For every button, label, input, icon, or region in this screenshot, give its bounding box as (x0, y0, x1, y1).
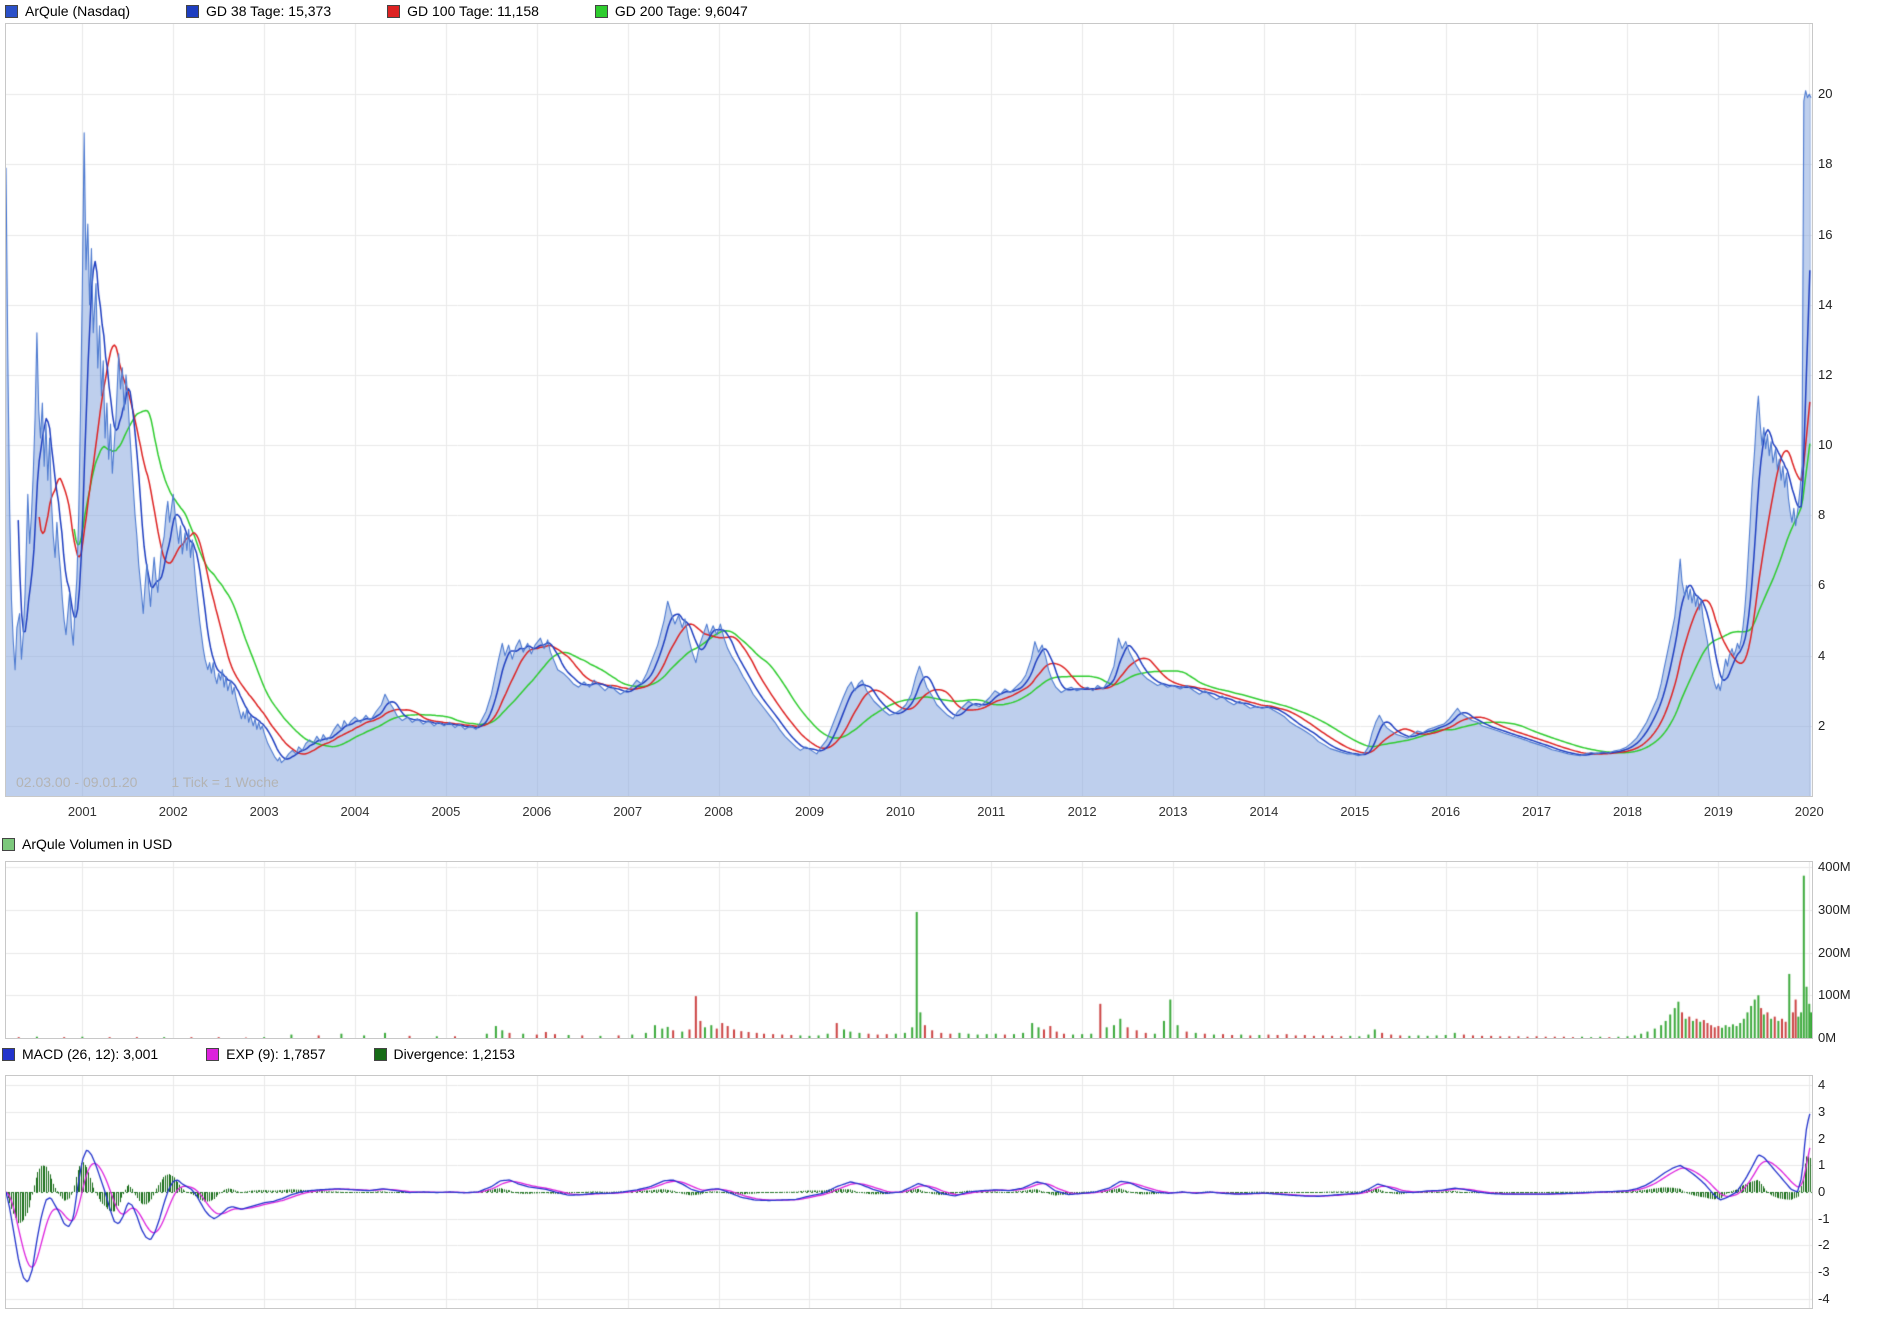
macd-swatch (2, 1047, 15, 1061)
price-axis-tick: 10 (1818, 437, 1833, 453)
gd38-label: GD 38 Tage: 15,373 (206, 3, 332, 19)
gd38-swatch (186, 4, 200, 18)
year-label: 2014 (1249, 804, 1279, 819)
price-chart-canvas[interactable] (5, 23, 1813, 797)
volume-axis-tick: 400M (1818, 859, 1851, 875)
year-label: 2020 (1794, 804, 1824, 819)
year-label: 2004 (340, 804, 370, 819)
volume-legend: ArQule Volumen in USD (2, 836, 172, 852)
date-range-text: 02.03.00 - 09.01.20 (16, 774, 138, 790)
gd200-swatch (594, 4, 608, 18)
macd-axis-tick: 2 (1818, 1130, 1826, 1146)
macd-axis-tick: -1 (1818, 1210, 1830, 1226)
year-label: 2015 (1340, 804, 1370, 819)
price-axis-tick: 4 (1818, 647, 1826, 663)
gd100-swatch (387, 4, 401, 18)
price-axis-tick: 20 (1818, 86, 1833, 102)
divergence-swatch (373, 1047, 387, 1061)
price-axis-tick: 18 (1818, 156, 1833, 172)
year-label: 2013 (1158, 804, 1188, 819)
arqule-series-swatch (5, 4, 18, 18)
legend-item-gd38: GD 38 Tage: 15,373 (186, 3, 331, 19)
macd-axis-tick: -3 (1818, 1264, 1830, 1279)
year-label: 2006 (522, 804, 552, 819)
macd-axis-tick: -4 (1818, 1290, 1830, 1306)
volume-axis-tick: 200M (1818, 944, 1851, 960)
legend-item-gd200: GD 200 Tage: 9,6047 (594, 3, 748, 19)
price-axis-tick: 6 (1818, 577, 1826, 593)
macd-axis-tick: 1 (1818, 1157, 1826, 1173)
exp-swatch (206, 1047, 220, 1061)
year-label: 2001 (67, 804, 97, 819)
price-axis-tick: 12 (1818, 366, 1833, 382)
gd100-label: GD 100 Tage: 11,158 (407, 3, 539, 19)
year-label: 2005 (431, 804, 461, 819)
volume-label: ArQule Volumen in USD (22, 836, 173, 852)
divergence-label: Divergence: 1,2153 (393, 1046, 515, 1062)
year-label: 2011 (977, 804, 1006, 819)
volume-axis-tick: 100M (1818, 987, 1851, 1003)
volume-axis-tick: 300M (1818, 901, 1851, 917)
tick-interval-text: 1 Tick = 1 Woche (171, 774, 279, 790)
year-label: 2008 (704, 804, 734, 819)
legend-item-arqule: ArQule (Nasdaq) (5, 3, 130, 19)
macd-axis-tick: 4 (1818, 1077, 1826, 1093)
year-label: 2007 (613, 804, 643, 819)
macd-axis-tick: 0 (1818, 1184, 1826, 1199)
year-label: 2009 (795, 804, 824, 819)
price-axis-tick: 16 (1818, 226, 1833, 242)
gd200-label: GD 200 Tage: 9,6047 (614, 3, 748, 19)
volume-axis-tick: 0M (1818, 1030, 1837, 1045)
year-label: 2002 (158, 804, 188, 819)
macd-legend: MACD (26, 12): 3,001 EXP (9): 1,7857 Div… (2, 1046, 515, 1062)
price-axis-tick: 14 (1818, 296, 1833, 312)
date-range-watermark: 02.03.00 - 09.01.20 1 Tick = 1 Woche (16, 774, 279, 790)
year-label: 2019 (1703, 804, 1733, 819)
year-label: 2010 (885, 804, 915, 819)
volume-chart-canvas[interactable] (5, 861, 1813, 1039)
main-chart-legend: ArQule (Nasdaq) GD 38 Tage: 15,373 GD 10… (5, 3, 748, 19)
legend-item-exp: EXP (9): 1,7857 (206, 1046, 326, 1062)
legend-item-divergence: Divergence: 1,2153 (373, 1046, 515, 1062)
macd-chart-canvas[interactable] (5, 1075, 1813, 1309)
macd-axis-tick: -2 (1818, 1237, 1830, 1253)
legend-item-gd100: GD 100 Tage: 11,158 (387, 3, 539, 19)
legend-item-volume: ArQule Volumen in USD (2, 836, 172, 852)
volume-swatch (2, 837, 15, 851)
macd-axis-tick: 3 (1818, 1104, 1826, 1119)
year-label: 2012 (1067, 804, 1097, 819)
arqule-series-label: ArQule (Nasdaq) (25, 3, 131, 19)
macd-label: MACD (26, 12): 3,001 (22, 1046, 159, 1062)
price-axis-tick: 8 (1818, 507, 1826, 523)
legend-item-macd: MACD (26, 12): 3,001 (2, 1046, 158, 1062)
year-label: 2017 (1522, 804, 1552, 819)
year-label: 2016 (1431, 804, 1461, 819)
price-axis-tick: 2 (1818, 717, 1826, 733)
exp-label: EXP (9): 1,7857 (226, 1046, 326, 1062)
year-label: 2003 (249, 804, 279, 819)
year-label: 2018 (1613, 804, 1642, 819)
